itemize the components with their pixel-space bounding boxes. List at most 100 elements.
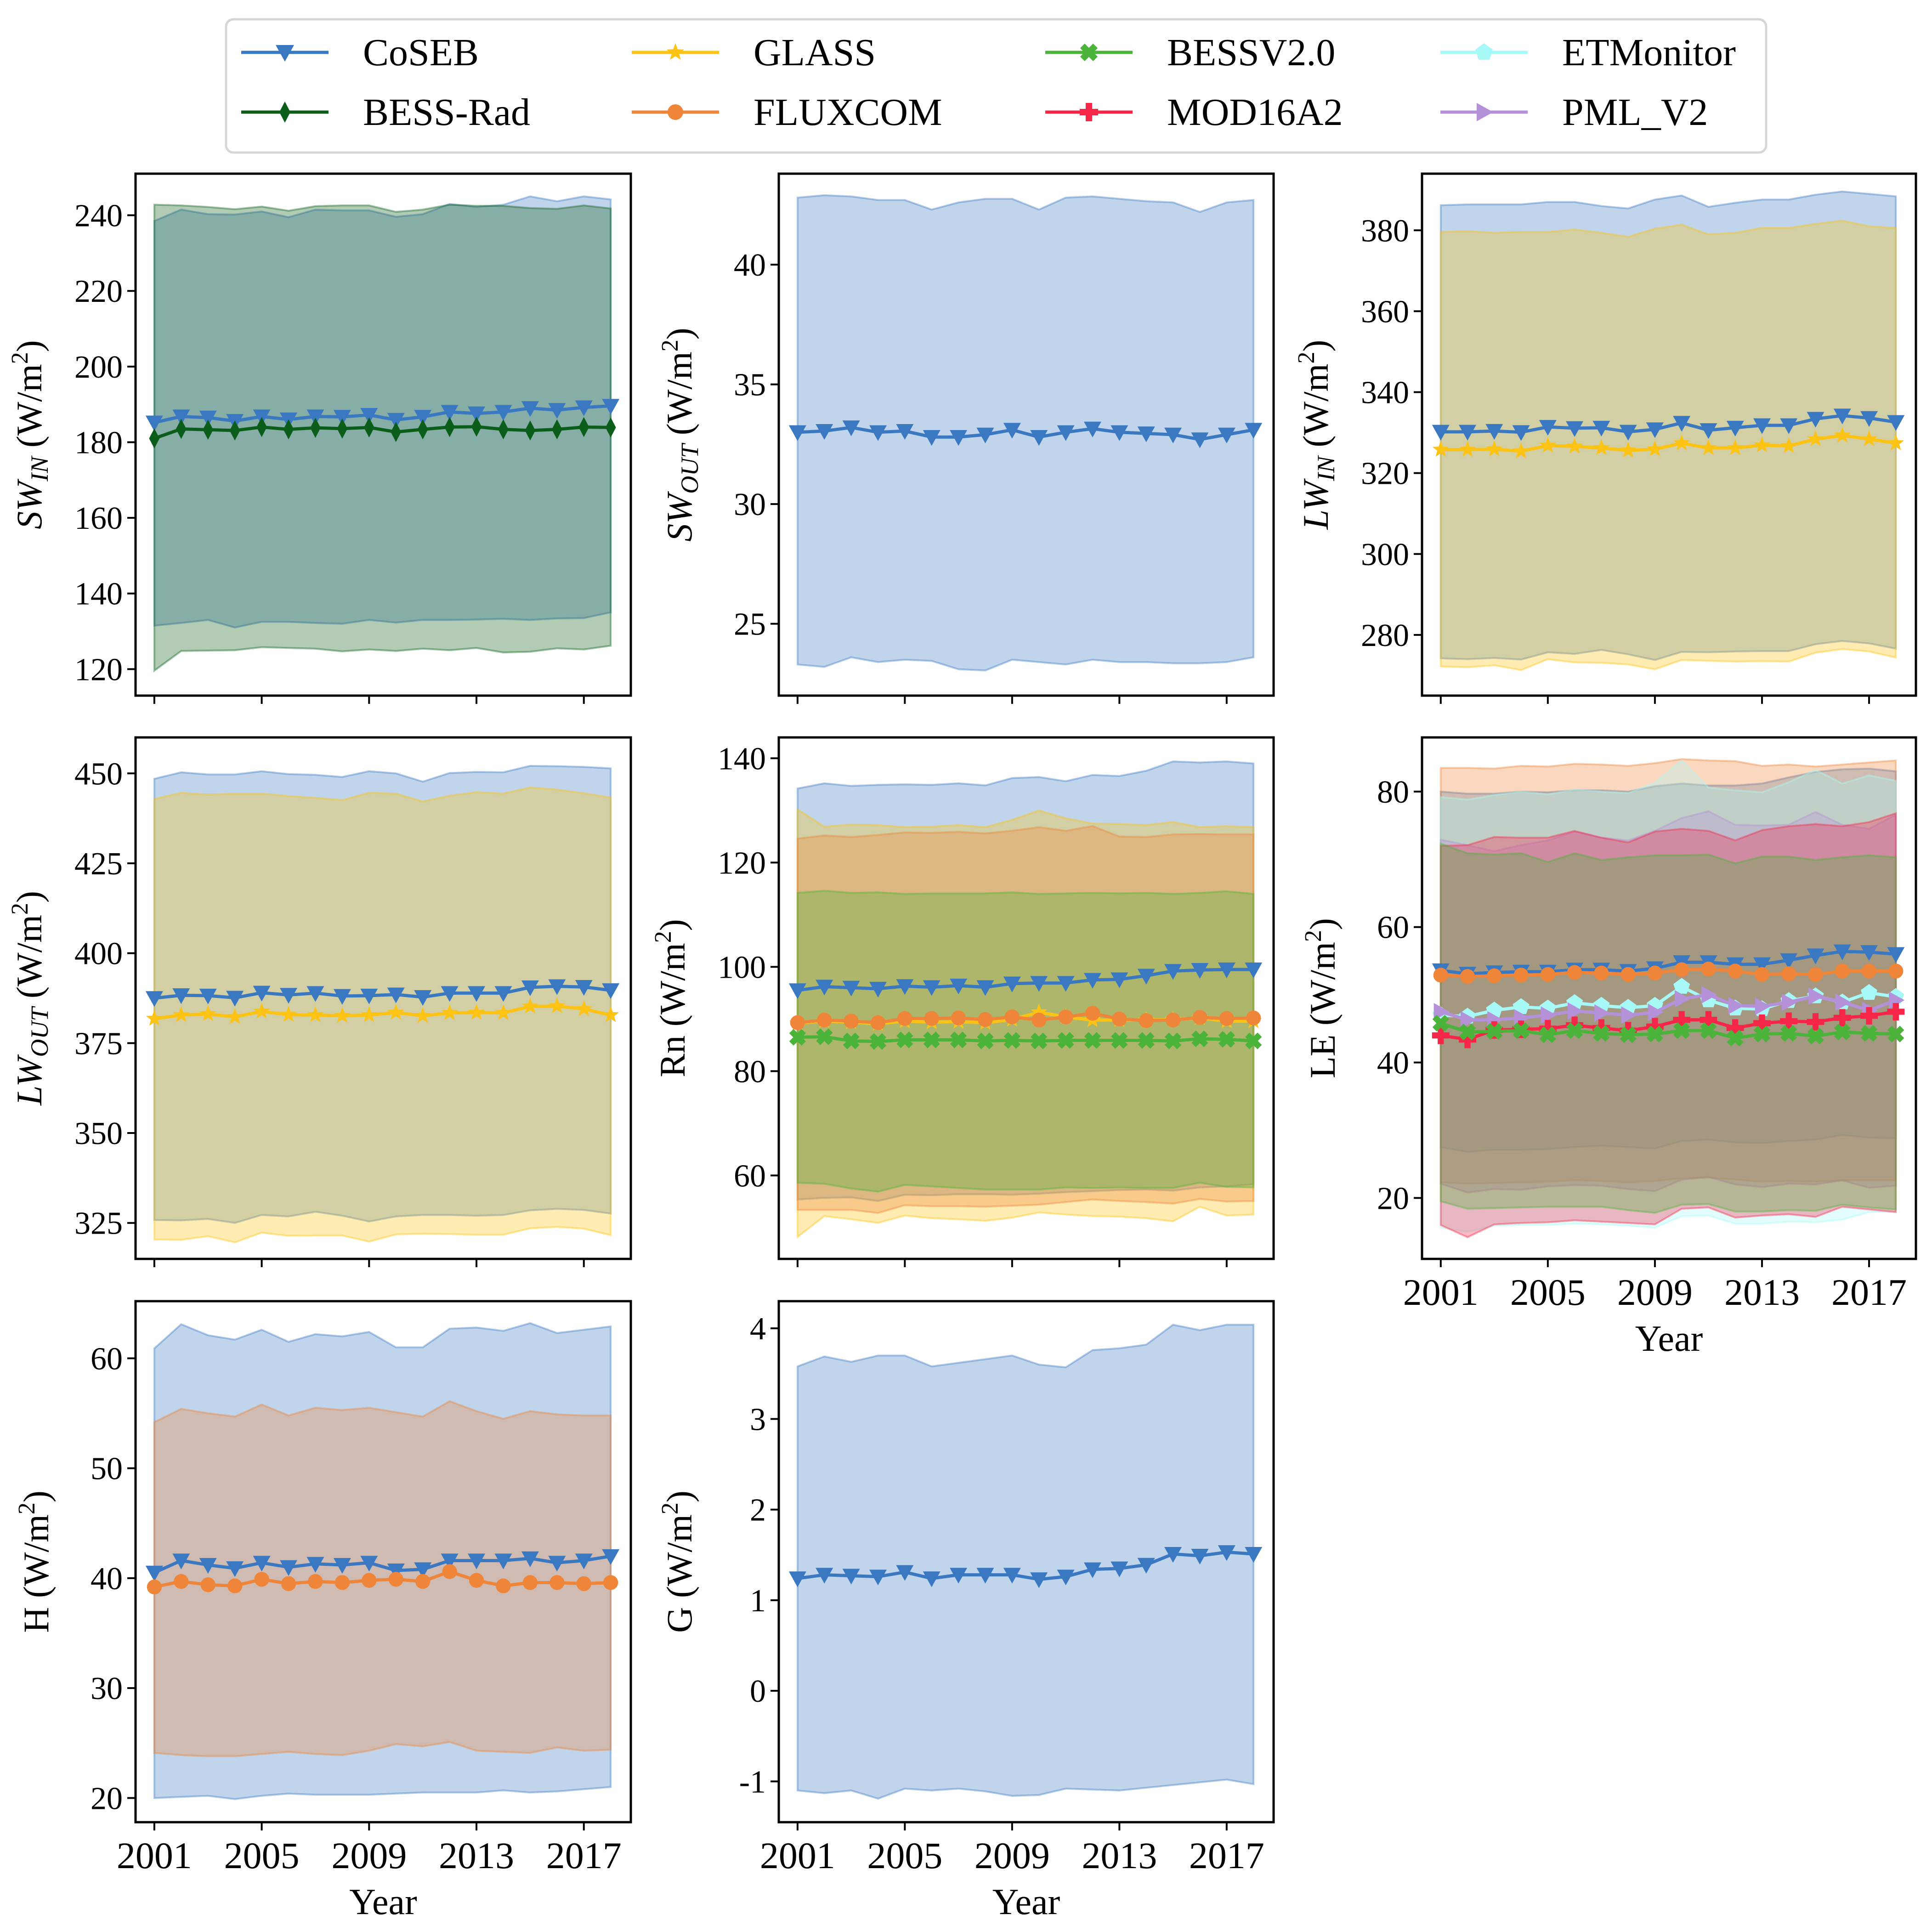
data-point (1619, 425, 1637, 441)
data-point (950, 1031, 967, 1048)
data-point (1726, 1019, 1744, 1037)
data-point (1432, 441, 1449, 457)
legend-marker-icon (1475, 43, 1493, 60)
data-point (333, 410, 351, 426)
data-point (1191, 1548, 1209, 1565)
y-tick-label: 60 (1377, 910, 1409, 946)
data-point (1753, 418, 1771, 434)
data-point (362, 1573, 377, 1588)
data-point (1031, 1003, 1048, 1020)
data-point (1889, 991, 1905, 1009)
data-point (1031, 1013, 1047, 1028)
data-point (897, 1011, 912, 1026)
data-point (549, 997, 566, 1014)
data-point (1566, 421, 1584, 437)
y-tick-label: 120 (74, 652, 123, 687)
data-point (468, 1003, 485, 1020)
data-point (1861, 963, 1877, 979)
data-point (842, 420, 860, 436)
y-axis-title: SWOUT (W/m2) (657, 328, 703, 541)
data-point (145, 991, 163, 1007)
data-point (1728, 997, 1744, 1014)
data-point (281, 1576, 296, 1591)
data-point (1727, 439, 1744, 455)
data-point (1459, 441, 1476, 457)
y-tick-label: 40 (1377, 1046, 1409, 1081)
data-point (1673, 434, 1690, 450)
data-point (1083, 421, 1101, 437)
series-coseb (145, 399, 620, 431)
uncertainty-band-coseb (796, 1324, 1255, 1800)
legend-item-coseb: CoSEB (241, 31, 479, 74)
data-point (415, 1574, 431, 1589)
data-point (575, 1000, 592, 1016)
y-tick-label: 360 (1361, 294, 1409, 329)
data-point (1860, 411, 1878, 427)
data-point (1673, 978, 1690, 994)
data-point (1753, 1014, 1771, 1032)
legend-marker-icon (1080, 43, 1098, 62)
data-point (1083, 973, 1101, 989)
axes-frame (777, 172, 1275, 697)
data-point (522, 1575, 538, 1590)
plot-area (1432, 758, 1905, 1239)
axes-frame (134, 1300, 632, 1824)
data-point (280, 1560, 298, 1576)
data-point (602, 1549, 620, 1565)
y-tick-label: 30 (734, 487, 766, 522)
data-point (441, 1553, 459, 1569)
legend-item-bessv2-0: BESSV2.0 (1045, 31, 1335, 74)
data-point (1860, 430, 1878, 447)
data-point (1647, 965, 1663, 981)
data-point (1057, 976, 1075, 992)
y-tick-label: 4 (750, 1311, 766, 1347)
data-point (896, 424, 914, 440)
data-point (1888, 963, 1904, 979)
series-fluxcom (1433, 961, 1904, 984)
legend-item-bess-rad: BESS-Rad (241, 91, 530, 134)
data-point (1139, 1013, 1154, 1028)
data-point (417, 419, 428, 440)
data-point (788, 425, 806, 441)
data-point (1701, 961, 1716, 977)
data-point (441, 986, 459, 1002)
data-point (1620, 1026, 1637, 1043)
legend-item-fluxcom: FLUXCOM (632, 91, 942, 134)
data-point (199, 988, 217, 1005)
data-point (1701, 986, 1717, 1004)
data-point (494, 986, 512, 1002)
data-point (176, 419, 187, 439)
data-point (788, 1571, 806, 1587)
data-point (1592, 1019, 1610, 1037)
data-point (1057, 1569, 1075, 1586)
x-axis-title: Year (992, 1882, 1060, 1922)
data-point (1567, 1002, 1584, 1020)
data-point (1807, 1013, 1824, 1031)
data-point (521, 980, 539, 997)
data-point (816, 424, 833, 440)
data-point (1030, 430, 1048, 446)
data-point (1621, 1006, 1637, 1024)
y-tick-label: 50 (91, 1451, 123, 1487)
data-point (1887, 947, 1905, 963)
series-fluxcom (790, 1006, 1261, 1030)
data-point (1808, 987, 1824, 1005)
data-point (494, 1553, 512, 1569)
y-tick-label: 340 (1361, 375, 1409, 411)
plot-area (788, 760, 1263, 1239)
data-point (1137, 1558, 1155, 1574)
y-tick-label: 80 (1377, 775, 1409, 810)
series-glass (1432, 426, 1904, 459)
data-point (1191, 432, 1209, 448)
data-point (1646, 1018, 1664, 1036)
series-coseb (145, 1549, 620, 1581)
data-point (1004, 1009, 1020, 1025)
data-point (1513, 442, 1530, 459)
data-point (227, 1008, 244, 1024)
data-point (280, 1006, 297, 1022)
data-point (1754, 967, 1770, 982)
data-point (1887, 415, 1905, 431)
data-point (468, 1553, 486, 1569)
data-point (1780, 437, 1797, 453)
data-point (1646, 422, 1664, 438)
